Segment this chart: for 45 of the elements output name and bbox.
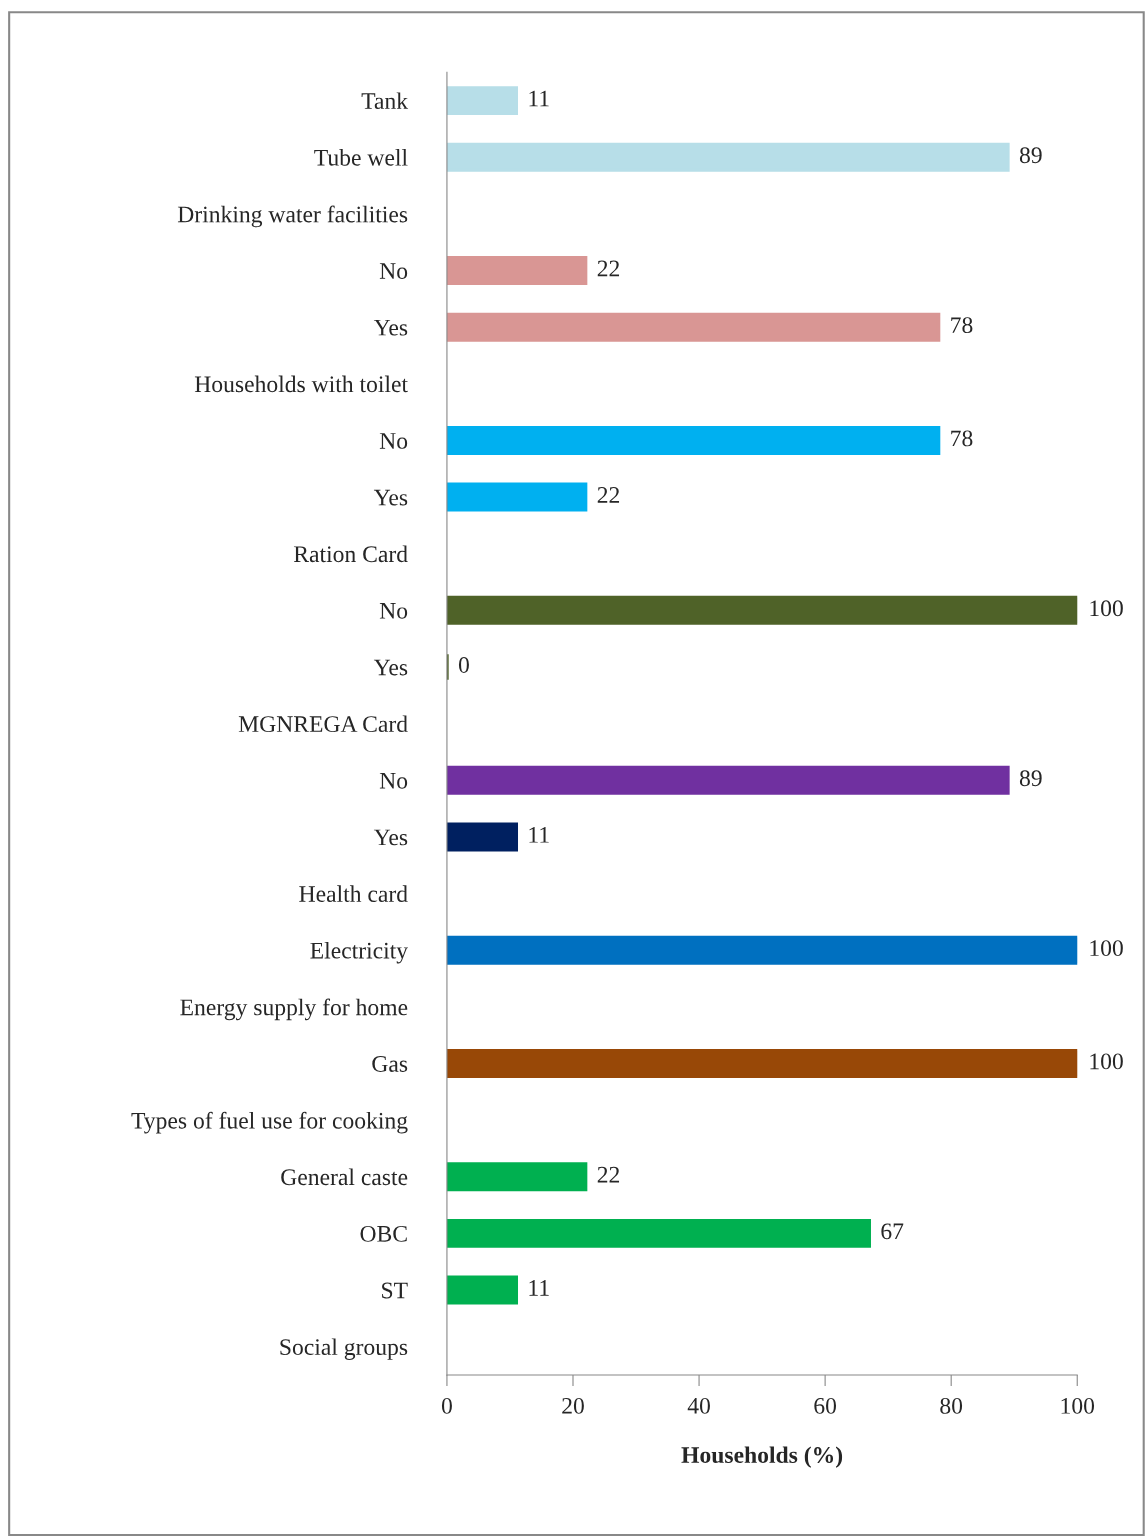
data-label: 100 [1090,1053,1123,1070]
y-tick-label: Yes [373,489,408,506]
y-tick-label: ST [382,1282,408,1299]
y-tick-label: No [379,263,408,279]
x-axis-title: Households (%) [681,1446,843,1468]
x-tick-label: 80 [940,1397,963,1414]
data-label: 78 [951,317,973,334]
data-label: 100 [1090,940,1123,957]
x-tick-label: 60 [814,1397,837,1414]
y-tick-label: Tube well [314,149,408,166]
y-tick-label: OBC [360,1225,407,1242]
y-tick-label: Energy supply for home [180,998,408,1021]
y-tick-label: General caste [281,1168,408,1186]
data-label: 0 [458,656,469,673]
x-tick-label: 20 [562,1397,584,1414]
y-tick-label: No [379,433,408,449]
y-tick-label: No [379,773,408,789]
y-tick-label: Social groups [280,1338,408,1360]
data-label: 89 [1019,147,1042,164]
data-label: 100 [1090,600,1123,617]
data-label: 22 [597,260,620,277]
y-tick-label: Tank [361,92,409,110]
x-tick-label: 40 [687,1397,710,1414]
y-tick-label: No [379,603,408,619]
y-tick-label: Types of fuel use for cooking [131,1111,408,1134]
data-label: 11 [529,827,549,843]
data-label: 67 [881,1223,904,1240]
y-tick-label: Yes [373,659,408,676]
x-tick-label: 0 [441,1397,452,1414]
y-tick-label: Ration Card [293,545,408,563]
y-tick-label: Yes [373,829,408,846]
data-label: 11 [529,1280,549,1296]
y-tick-label: Gas [372,1056,408,1072]
y-tick-label: Electricity [310,941,408,964]
y-tick-label: Households with toilet [194,375,408,393]
data-label: 89 [1019,770,1042,787]
y-tick-label: MGNREGA Card [238,715,408,733]
y-tick-label: Drinking water facilities [177,205,408,228]
data-label: 22 [597,1166,620,1183]
x-tick-label: 100 [1061,1397,1095,1414]
data-label: 22 [597,487,620,503]
data-label: 78 [951,430,973,447]
y-tick-label: Yes [373,319,408,336]
y-tick-label: Health card [299,885,408,902]
data-label: 11 [529,90,549,107]
